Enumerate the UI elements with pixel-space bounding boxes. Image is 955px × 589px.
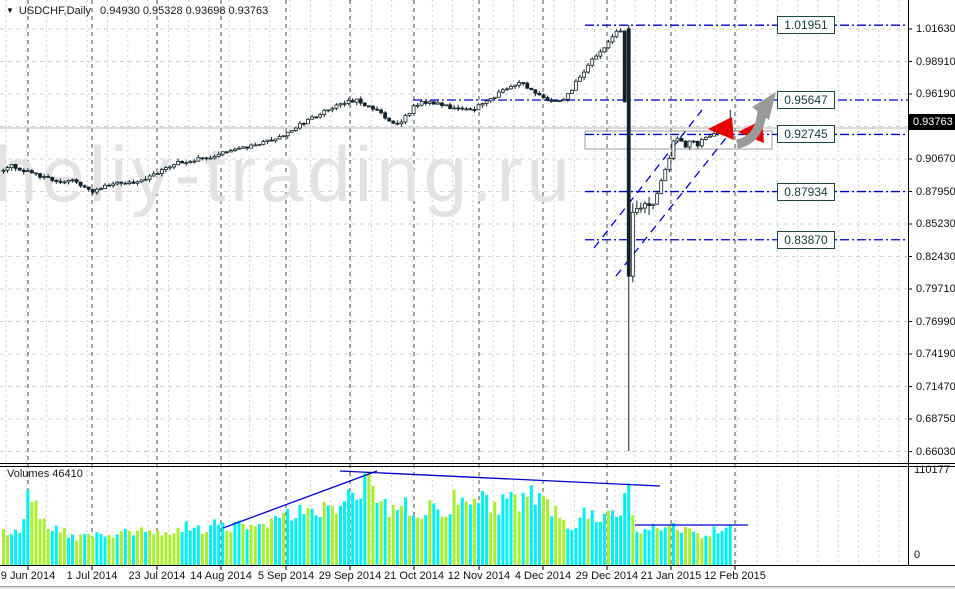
date-label: 29 Sep 2014	[318, 570, 382, 582]
gray-up-arrow-icon[interactable]	[735, 92, 776, 149]
date-label: 21 Jan 2015	[640, 570, 702, 582]
price-tick-label: 0.79710	[916, 283, 955, 295]
price-tick-label: 0.90670	[916, 153, 955, 165]
symbol-dropdown-icon[interactable]: ▼	[6, 6, 14, 15]
date-label: 21 Oct 2014	[384, 570, 444, 582]
date-label: 9 Jun 2014	[0, 570, 56, 582]
date-label: 4 Dec 2014	[514, 570, 572, 582]
date-label: 14 Aug 2014	[190, 570, 252, 582]
symbol-timeframe-label: USDCHF,Daily	[18, 5, 92, 17]
chart-legend: ▼ USDCHF,Daily 0.94930 0.95328 0.93698 0.9…	[6, 5, 268, 17]
level-price-label: 0.87934	[777, 182, 835, 201]
volume-scale-zero: 0	[914, 549, 921, 561]
price-tick-label: 0.76990	[916, 315, 955, 328]
price-tick-label: 0.98910	[916, 55, 955, 68]
date-label: 5 Sep 2014	[257, 570, 315, 582]
price-tick-label: 0.85230	[916, 218, 955, 230]
price-tick-label: 0.66030	[916, 445, 955, 458]
price-tick-label: 0.74190	[916, 348, 955, 360]
current-price-badge: 0.93763	[909, 114, 955, 130]
price-tick-label: 0.71470	[916, 380, 955, 393]
candlestick-series	[1, 24, 733, 452]
volume-trendlines[interactable]	[222, 470, 748, 529]
axes-frame	[0, 0, 955, 570]
level-price-label: 0.92745	[777, 125, 835, 144]
date-label: 1 Jul 2014	[66, 570, 118, 582]
date-label: 12 Feb 2015	[704, 570, 766, 582]
price-tick-label: 0.68750	[916, 413, 955, 425]
price-tick-label: 0.96190	[916, 88, 955, 100]
grid-lines	[0, 0, 908, 565]
window-bottom-edge	[0, 586, 955, 589]
price-tick-label: 0.87950	[916, 185, 955, 198]
volume-indicator-label: Volumes 46410	[7, 468, 83, 480]
date-label: 12 Nov 2014	[447, 570, 511, 582]
volume-bars	[2, 471, 732, 565]
volume-scale-max: 110177	[914, 464, 950, 476]
watermark-text: heliy-trading.ru	[0, 130, 574, 218]
level-price-label: 0.95647	[777, 91, 835, 109]
price-tick-label: 1.01630	[916, 23, 955, 35]
level-price-label: 0.83870	[777, 230, 835, 249]
ohlc-values: 0.94930 0.95328 0.93698 0.93763	[100, 5, 269, 17]
period-separators	[27, 0, 736, 565]
level-price-label: 1.01951	[777, 16, 835, 35]
date-label: 29 Dec 2014	[575, 570, 639, 582]
price-tick-label: 0.82430	[916, 250, 955, 263]
date-label: 23 Jul 2014	[128, 570, 186, 582]
